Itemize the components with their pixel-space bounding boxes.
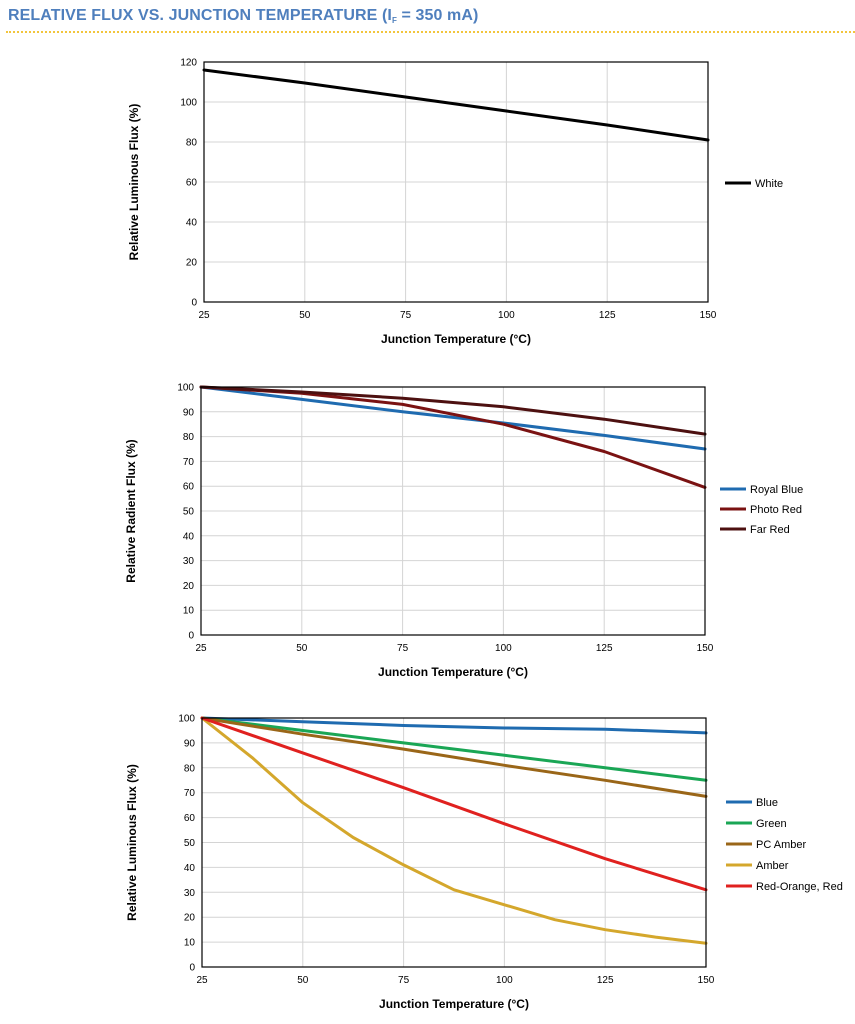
legend-label: Amber xyxy=(756,860,789,872)
y-tick-label: 0 xyxy=(191,298,197,309)
y-tick-label: 80 xyxy=(186,138,198,149)
y-tick-label: 30 xyxy=(183,556,195,567)
legend-label: Blue xyxy=(756,797,778,809)
y-tick-label: 10 xyxy=(184,938,196,949)
y-tick-label: 100 xyxy=(177,383,194,394)
y-tick-label: 60 xyxy=(184,813,196,824)
x-tick-label: 125 xyxy=(596,643,613,654)
x-tick-label: 75 xyxy=(397,643,409,654)
y-tick-label: 40 xyxy=(186,218,198,229)
chart-radiant-flux: 0 10 20 30 40 50 60 70 80 90 100 25 50 75 100 125 150 Jun… xyxy=(124,383,803,680)
legend-label: Royal Blue xyxy=(750,484,803,496)
y-tick-label: 20 xyxy=(183,581,195,592)
y-tick-label: 20 xyxy=(186,258,198,269)
legend-label: Photo Red xyxy=(750,504,802,516)
title-divider xyxy=(6,31,855,33)
x-tick-label: 100 xyxy=(496,975,513,986)
series-line-green xyxy=(200,716,708,782)
y-tick-label: 40 xyxy=(184,863,196,874)
y-tick-label: 90 xyxy=(184,738,196,749)
y-tick-label: 40 xyxy=(183,531,195,542)
y-tick-label: 70 xyxy=(184,788,196,799)
page-title-subscript: F xyxy=(391,16,397,25)
legend-label: Red-Orange, Red xyxy=(756,881,843,893)
series-line-blue xyxy=(200,716,708,735)
page-title-end: = 350 mA) xyxy=(396,7,479,24)
x-tick-label: 25 xyxy=(198,310,210,321)
y-tick-label: 80 xyxy=(183,432,195,443)
y-tick-label: 120 xyxy=(180,58,197,69)
y-tick-label: 70 xyxy=(183,457,195,468)
y-tick-label: 0 xyxy=(188,631,194,642)
page-title-main: RELATIVE FLUX VS. JUNCTION TEMPERATURE (… xyxy=(8,7,392,24)
series-line-pc-amber xyxy=(200,716,708,798)
x-tick-label: 75 xyxy=(398,975,410,986)
y-tick-label: 100 xyxy=(180,98,197,109)
y-tick-label: 30 xyxy=(184,888,196,899)
y-tick-label: 90 xyxy=(183,407,195,418)
x-axis-title: Junction Temperature (°C) xyxy=(378,665,528,679)
x-tick-label: 100 xyxy=(495,643,512,654)
y-tick-label: 80 xyxy=(184,763,196,774)
y-tick-label: 60 xyxy=(186,178,198,189)
legend-label: Far Red xyxy=(750,524,790,536)
y-tick-label: 60 xyxy=(183,482,195,493)
y-tick-label: 20 xyxy=(184,913,196,924)
series-line-far-red xyxy=(199,385,707,436)
x-tick-label: 150 xyxy=(698,975,715,986)
page-title: RELATIVE FLUX VS. JUNCTION TEMPERATURE (… xyxy=(8,7,478,25)
x-tick-label: 125 xyxy=(599,310,616,321)
series-line-white xyxy=(202,68,710,142)
legend-label: PC Amber xyxy=(756,839,806,851)
legend-label: White xyxy=(755,178,783,190)
plot-frame xyxy=(203,61,709,303)
y-tick-label: 0 xyxy=(189,963,195,974)
y-axis-title: Relative Radient Flux (%) xyxy=(124,439,138,582)
x-tick-label: 50 xyxy=(297,975,309,986)
x-tick-label: 50 xyxy=(296,643,308,654)
x-tick-label: 150 xyxy=(700,310,717,321)
chart-color-luminous-flux: 0 10 20 30 40 50 60 70 80 90 100 25 50 75 100 125 150 Jun… xyxy=(125,714,843,1012)
x-tick-label: 100 xyxy=(498,310,515,321)
y-tick-label: 50 xyxy=(184,838,196,849)
plot-frame xyxy=(201,717,707,968)
chart-white-luminous-flux: 0 20 40 60 80 100 120 25 50 75 100 125 150 Junction T… xyxy=(127,58,783,347)
plot-frame xyxy=(200,386,706,636)
x-axis-title: Junction Temperature (°C) xyxy=(381,332,531,346)
x-tick-label: 25 xyxy=(195,643,207,654)
y-axis-title: Relative Luminous Flux (%) xyxy=(127,104,141,261)
x-axis-title: Junction Temperature (°C) xyxy=(379,997,529,1011)
x-tick-label: 75 xyxy=(400,310,412,321)
legend-label: Green xyxy=(756,818,787,830)
series-line-red-orange-red xyxy=(200,716,708,892)
series-line-amber xyxy=(200,716,708,945)
y-tick-label: 50 xyxy=(183,507,195,518)
x-tick-label: 50 xyxy=(299,310,311,321)
y-tick-label: 100 xyxy=(178,714,195,725)
y-axis-title: Relative Luminous Flux (%) xyxy=(125,764,139,921)
x-tick-label: 25 xyxy=(196,975,208,986)
series-line-royal-blue xyxy=(199,385,707,451)
y-tick-label: 10 xyxy=(183,606,195,617)
x-tick-label: 150 xyxy=(697,643,714,654)
x-tick-label: 125 xyxy=(597,975,614,986)
